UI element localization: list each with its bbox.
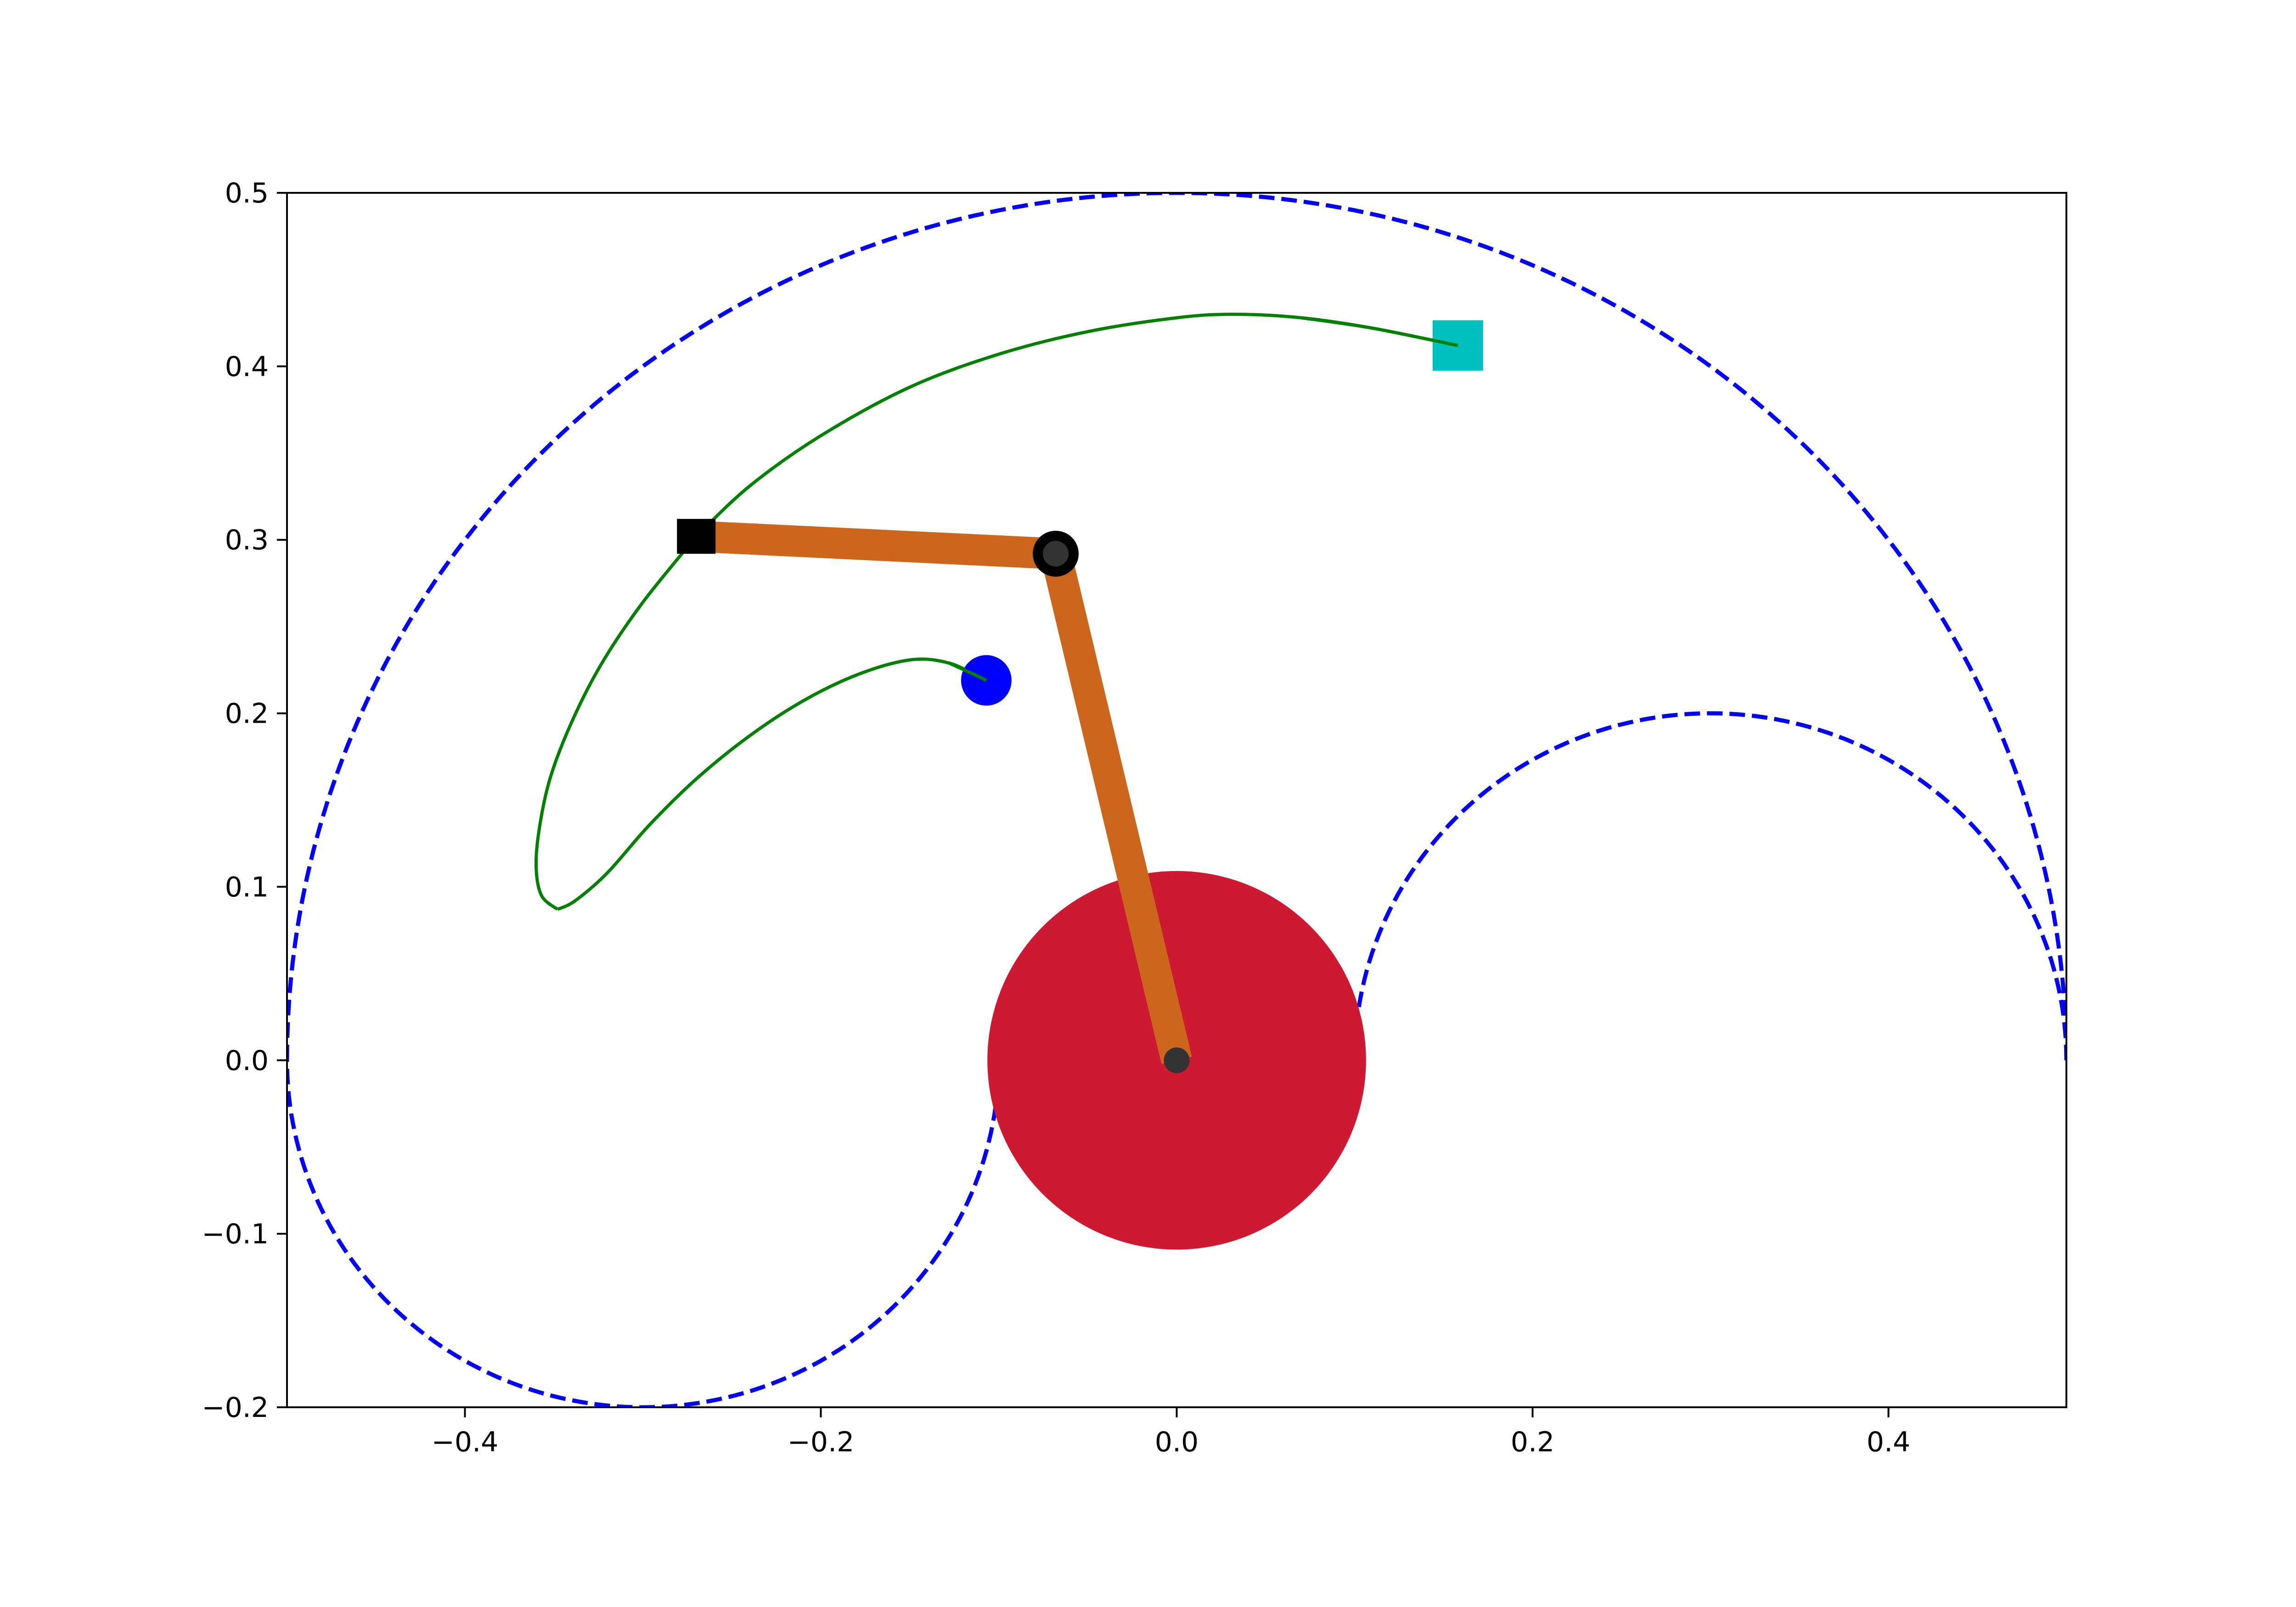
- x-tick-label: −0.2: [788, 1426, 855, 1458]
- arm-link-upper: [695, 521, 1057, 569]
- y-tick-label: 0.1: [225, 871, 269, 903]
- x-tick-label: −0.4: [432, 1426, 499, 1458]
- base-joint: [1164, 1047, 1190, 1073]
- x-tick-label: 0.4: [1867, 1426, 1910, 1458]
- y-tick-label: 0.4: [225, 351, 269, 383]
- elbow-joint: [1043, 540, 1069, 567]
- workspace-lower-loop: [287, 1060, 1001, 1407]
- plot-area: [287, 193, 2066, 1407]
- trajectory-ball-tail: [948, 661, 987, 682]
- y-tick-label: −0.1: [202, 1218, 269, 1250]
- x-tick-label: 0.0: [1155, 1426, 1199, 1458]
- workspace-elbow-arc: [1352, 711, 2066, 1061]
- y-tick-label: 0.0: [225, 1045, 269, 1077]
- arm-link-lower: [1040, 550, 1192, 1064]
- axis-ticks: −0.4 −0.2 0.0 0.2 0.4 −0.2 −0.1 0.0 0.1 0.2 0.3 0.4…: [202, 177, 1910, 1458]
- workspace-outer-arc: [287, 193, 2066, 1061]
- y-tick-label: 0.5: [225, 177, 269, 209]
- y-tick-label: 0.2: [225, 698, 269, 730]
- trajectory-lower: [557, 657, 987, 911]
- y-tick-label: 0.3: [225, 524, 269, 556]
- trajectory-goal-tail: [1301, 316, 1458, 347]
- end-effector: [677, 519, 716, 554]
- trajectory-upper: [534, 535, 698, 911]
- y-tick-label: −0.2: [202, 1392, 269, 1424]
- x-tick-label: 0.2: [1511, 1426, 1554, 1458]
